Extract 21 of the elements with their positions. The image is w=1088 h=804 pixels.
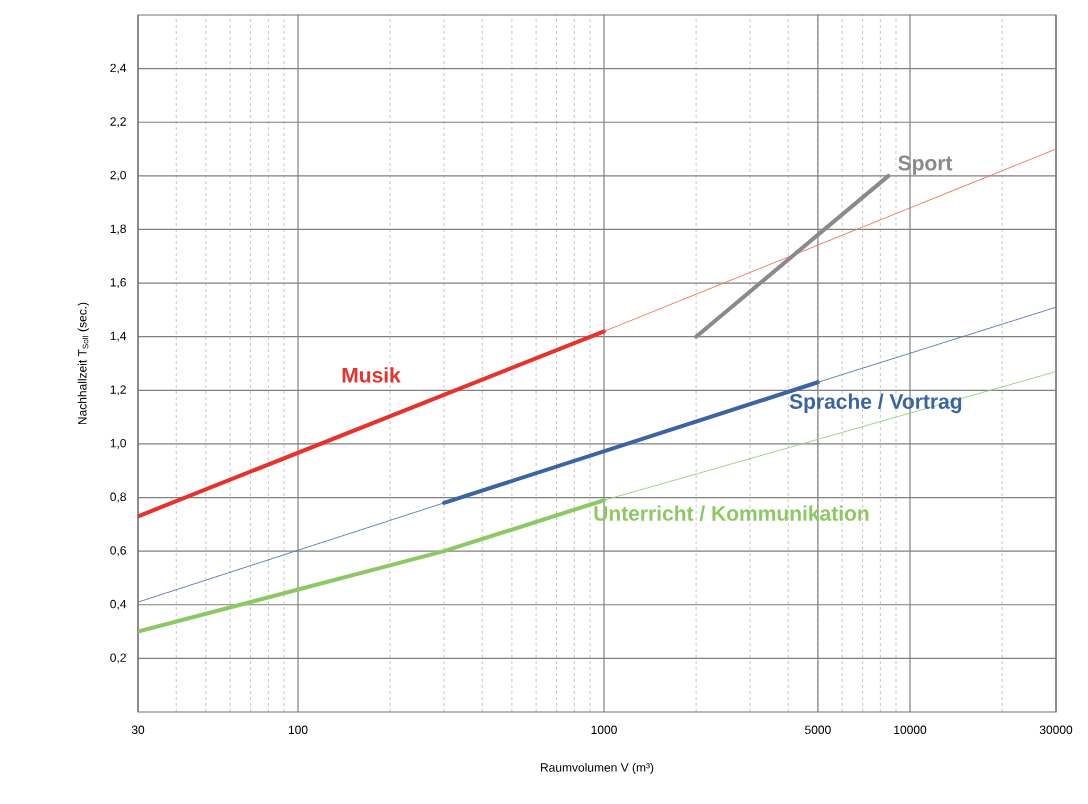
y-tick-label: 0,2 — [110, 653, 126, 664]
y-tick-label: 2,0 — [110, 170, 127, 181]
x-tick-label: 30 — [131, 725, 145, 735]
y-tick-label: 0,8 — [110, 492, 126, 503]
x-tick-label: 1000 — [591, 725, 617, 735]
y-tick-label: 1,8 — [110, 224, 126, 235]
y-tick-label: 1,0 — [110, 438, 127, 449]
y-tick-label: 0,4 — [110, 599, 127, 610]
x-tick-label: 10000 — [894, 725, 927, 735]
y-tick-label: 1,4 — [110, 331, 127, 342]
x-axis-title: Raumvolumen V (m³) — [540, 762, 654, 775]
x-tick-label: 100 — [288, 725, 308, 735]
y-tick-label: 0,6 — [110, 546, 126, 557]
y-axis-title: Nachhallzeit T$_{Soll}$ (sec.) — [77, 302, 89, 425]
x-tick-label: 5000 — [805, 725, 831, 735]
y-tick-label: 2,4 — [110, 63, 127, 74]
y-tick-label: 2,2 — [110, 117, 126, 128]
y-tick-label: 1,2 — [110, 385, 126, 396]
x-tick-label: 30000 — [1039, 725, 1073, 735]
series-label: Musik — [342, 367, 401, 383]
y-tick-label: 1,6 — [110, 278, 126, 289]
